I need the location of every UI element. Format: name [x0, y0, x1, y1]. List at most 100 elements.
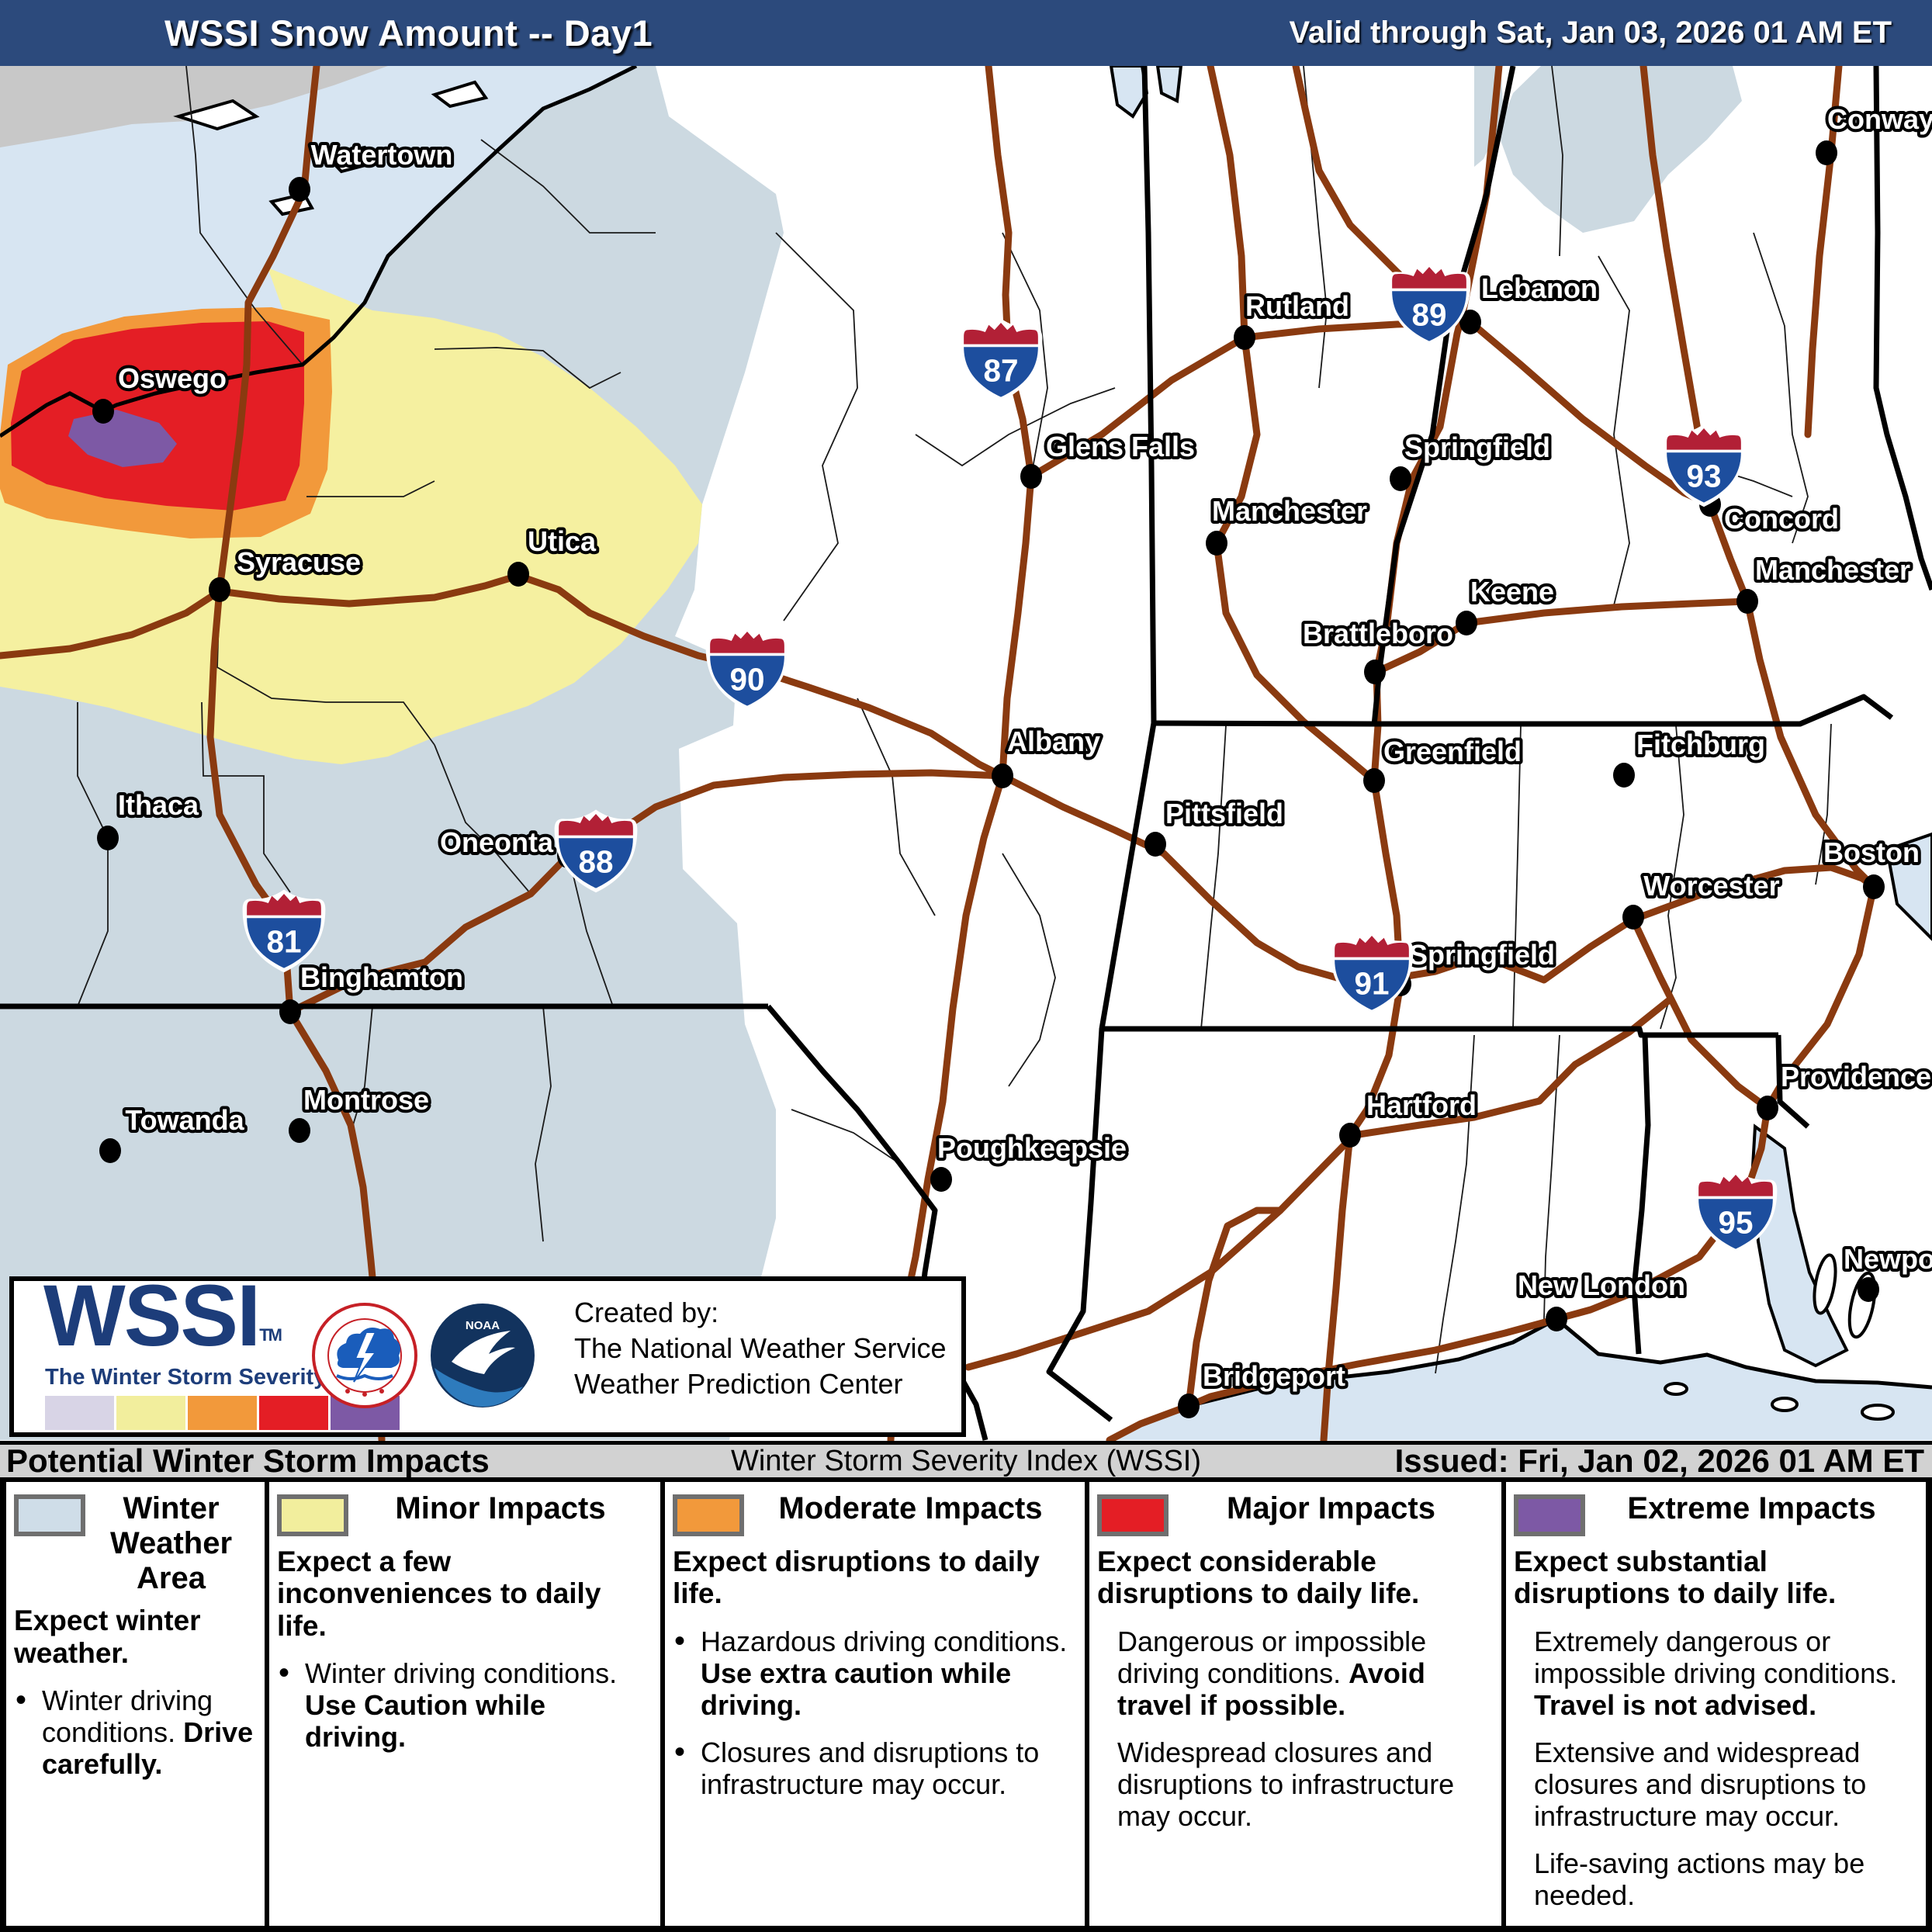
- city-dot: [1736, 589, 1758, 614]
- legend-intro: Expect disruptions to daily life.: [673, 1546, 1040, 1610]
- road-i81: [206, 62, 386, 1444]
- legend-column: Minor Impacts Expect a few inconveniences…: [265, 1482, 660, 1926]
- canada-land: [0, 66, 388, 147]
- city-label: Keene: [1470, 576, 1554, 608]
- legend-intro: Expect considerable disruptions to daily…: [1097, 1546, 1420, 1610]
- credit-box: WSSITM The Winter Storm Severity Index N…: [9, 1267, 966, 1437]
- city-dot: [1206, 531, 1227, 556]
- city-label: Worcester: [1643, 870, 1779, 902]
- road-keene: [1373, 597, 1751, 676]
- road-i87-north: [985, 62, 1035, 780]
- city-dot: [1234, 325, 1255, 350]
- narragansett-bay: [1750, 1124, 1849, 1368]
- winter-weather-area-nh: [1497, 66, 1742, 233]
- svg-text:NOAA: NOAA: [466, 1319, 500, 1332]
- road-conway: [1804, 62, 1843, 438]
- border-ma-north: [1153, 694, 1894, 727]
- status-bar: Potential Winter Storm Impacts Winter St…: [0, 1441, 1932, 1482]
- city-label: Towanda: [125, 1104, 244, 1136]
- legend-intro: Expect a few inconveniences to daily lif…: [277, 1546, 601, 1642]
- legend-intro: Expect substantial disruptions to daily …: [1514, 1546, 1837, 1610]
- city-dot: [1546, 1307, 1567, 1331]
- city-label: Oneonta: [440, 826, 554, 858]
- trademark: TM: [259, 1325, 282, 1345]
- interstate-shield-icon: 93: [1662, 424, 1746, 507]
- city-label: Binghamton: [300, 961, 463, 993]
- city-label: Oswego: [118, 362, 227, 394]
- city-label: Springfield: [1409, 939, 1555, 971]
- city-dot: [1622, 905, 1644, 930]
- svg-text:88: 88: [578, 843, 613, 879]
- city-label: Boston: [1823, 836, 1920, 868]
- city-label: Fitchburg: [1636, 729, 1765, 760]
- city-label: Hartford: [1366, 1089, 1477, 1121]
- valid-through-text: Valid through Sat, Jan 03, 2026 01 AM ET: [1289, 16, 1892, 50]
- issued-text: Issued: Fri, Jan 02, 2026 01 AM ET: [1394, 1442, 1924, 1479]
- border-ny-vt: [1141, 65, 1157, 724]
- city-label: Glens Falls: [1046, 431, 1195, 462]
- road-glensfalls-rutland: [1027, 334, 1248, 480]
- state-borders: [0, 65, 1932, 1441]
- city-label: Conway: [1827, 103, 1932, 135]
- city-dot: [1613, 763, 1635, 788]
- city-dot: [99, 1138, 121, 1163]
- city-label: Bridgeport: [1203, 1360, 1345, 1392]
- border-ct-ri: [1631, 1034, 1651, 1355]
- border-ny-ma-ct: [1046, 722, 1157, 1422]
- city-dot: [1364, 660, 1386, 684]
- city-dot: [1858, 1277, 1879, 1302]
- legend-swatch: [1097, 1494, 1169, 1536]
- svg-text:91: 91: [1354, 965, 1389, 1001]
- interstate-shield-icon: 91: [1330, 931, 1414, 1015]
- city-dot: [507, 562, 529, 587]
- city-label: Greenfield: [1383, 736, 1522, 767]
- road-i95: [1106, 883, 1878, 1444]
- noaa-logo-icon: NOAA: [431, 1304, 535, 1407]
- svg-text:95: 95: [1718, 1204, 1753, 1240]
- lake-champlain: [1109, 64, 1183, 119]
- city-label: New London: [1518, 1269, 1685, 1301]
- legend-item: Life-saving actions may be needed.: [1534, 1847, 1865, 1912]
- svg-text:90: 90: [729, 661, 764, 697]
- city-dot: [97, 826, 119, 850]
- city-dot: [1390, 466, 1411, 491]
- road-vt7-south: [1213, 539, 1378, 784]
- svg-text:81: 81: [266, 923, 301, 959]
- border-nh-me: [1873, 65, 1932, 591]
- city-dot: [289, 177, 310, 202]
- legend-title: Major Impacts: [1227, 1491, 1435, 1525]
- severity-swatch: [259, 1396, 328, 1430]
- legend-title: Winter Weather Area: [109, 1491, 233, 1595]
- city-label: Albany: [1007, 725, 1100, 757]
- legend-swatch: [1514, 1494, 1585, 1536]
- legend-column: Major Impacts Expect considerable disrupt…: [1085, 1482, 1501, 1926]
- legend-item: Hazardous driving conditions. Use extra …: [673, 1624, 1077, 1721]
- city-dot: [1757, 1096, 1778, 1120]
- city-label: Manchester: [1212, 495, 1367, 527]
- city-label: Concord: [1724, 503, 1839, 535]
- wssi-logo: WSSITM: [43, 1267, 282, 1364]
- interstate-roads: [0, 62, 1878, 1444]
- city-label: Syracuse: [237, 546, 361, 578]
- extreme-impact-area: [68, 410, 177, 467]
- city-label: Brattleboro: [1303, 618, 1453, 649]
- legend-item: Winter driving conditions. Use Caution w…: [277, 1656, 653, 1753]
- city-label: Montrose: [303, 1084, 429, 1116]
- city-label: Newport: [1844, 1243, 1932, 1275]
- city-dot: [1863, 874, 1885, 899]
- city-dot: [1363, 768, 1385, 793]
- city-label: Lebanon: [1481, 272, 1598, 304]
- city-dot: [1339, 1123, 1361, 1148]
- legend-title: Extreme Impacts: [1627, 1491, 1876, 1525]
- legend-item: Extremely dangerous or impossible drivin…: [1534, 1625, 1898, 1721]
- long-island-sound: [1110, 1319, 1932, 1440]
- legend-intro: Expect winter weather.: [14, 1605, 201, 1669]
- interstate-shield-icon: 90: [705, 627, 789, 711]
- svg-text:93: 93: [1686, 458, 1721, 493]
- interstate-shield-icon: 95: [1694, 1170, 1778, 1254]
- boston-harbor: [1885, 832, 1932, 941]
- severity-swatch: [116, 1396, 185, 1430]
- city-dot: [1456, 611, 1477, 635]
- interstate-shield-icon: 89: [1387, 262, 1471, 346]
